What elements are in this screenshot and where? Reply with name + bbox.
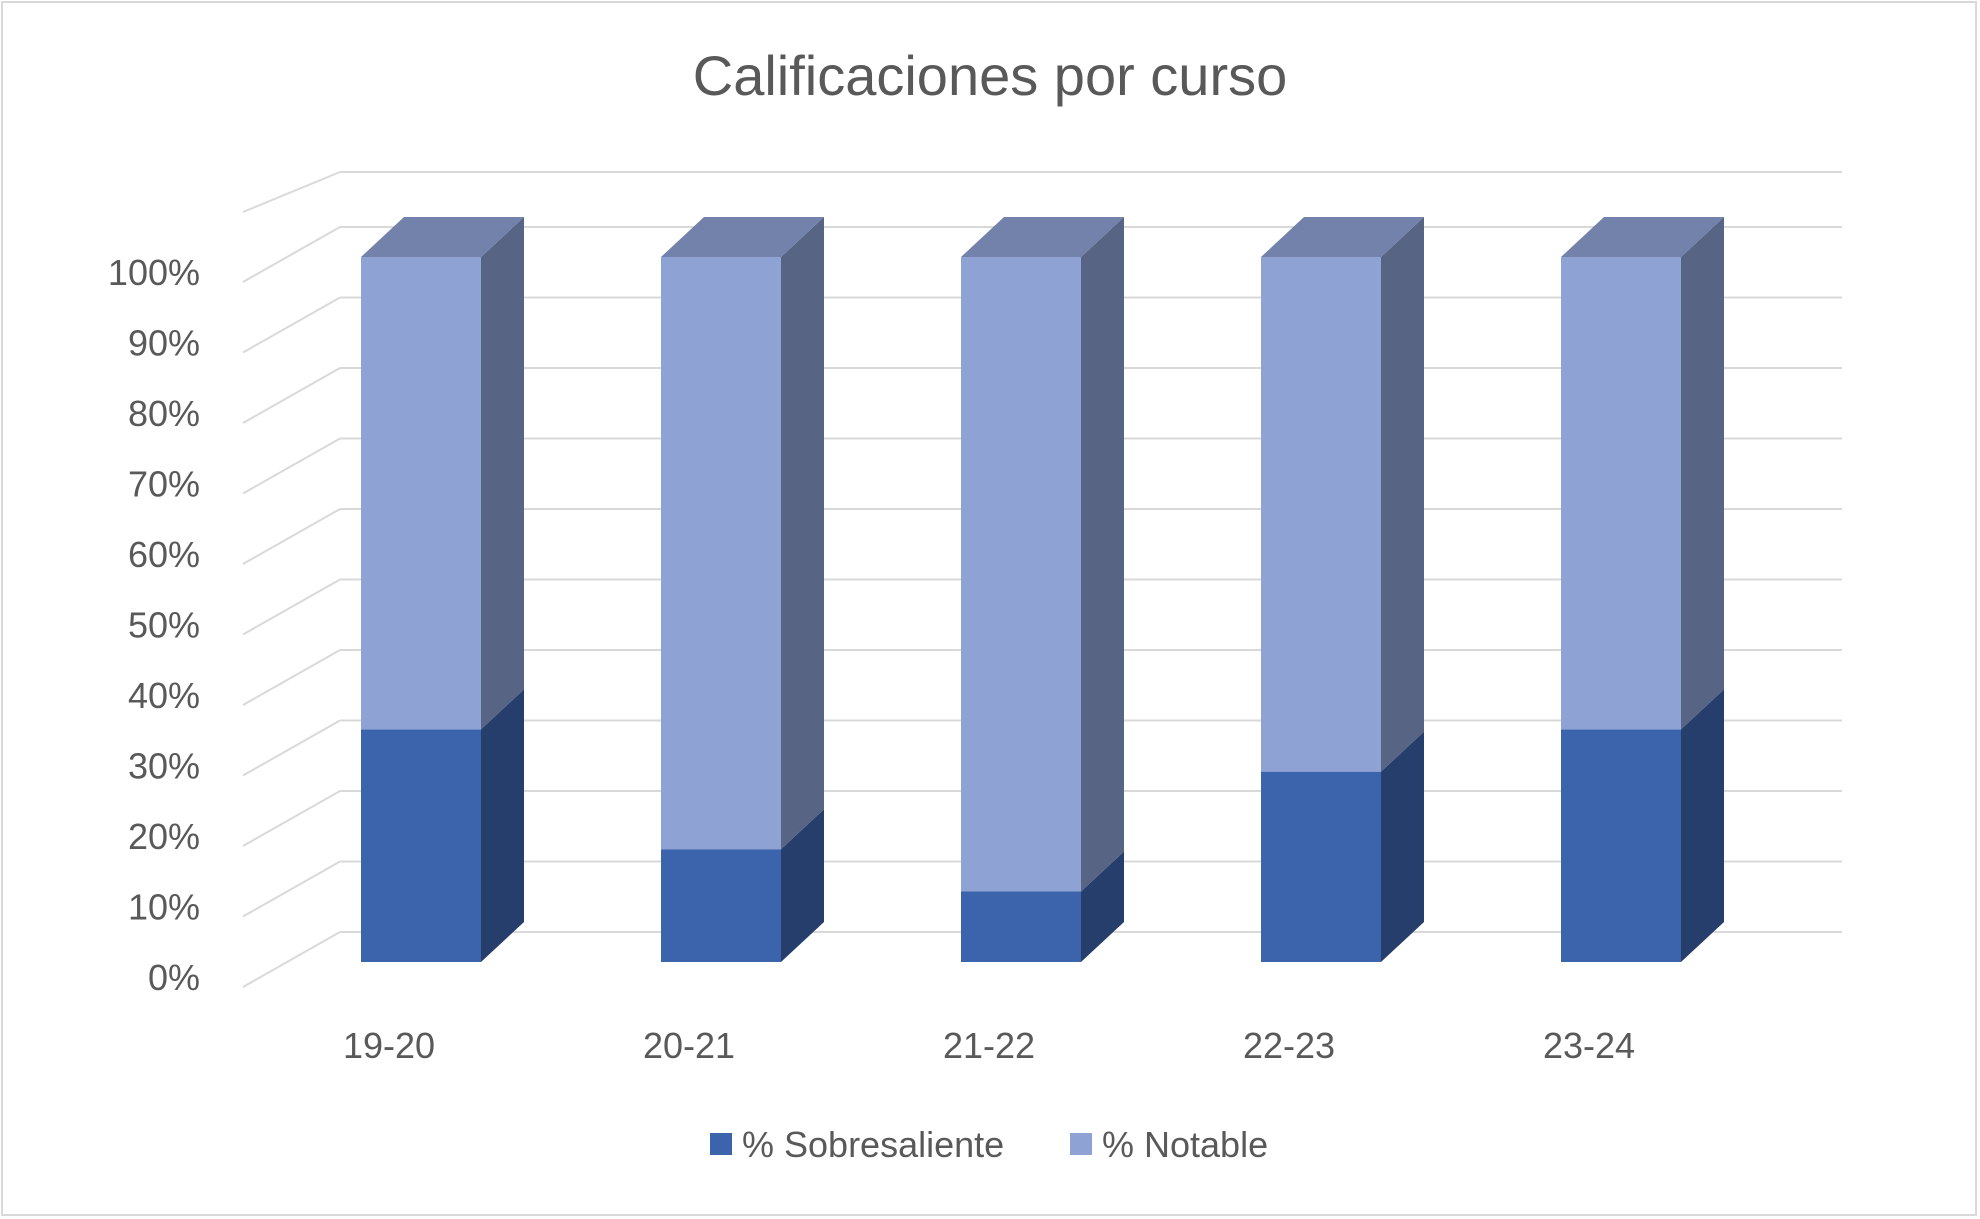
y-tick-label: 30% [128, 746, 200, 787]
bar-sobresaliente [361, 729, 481, 962]
bars [361, 217, 1724, 962]
gridline-depth [242, 649, 341, 706]
bar-side-notable [1081, 217, 1124, 892]
x-tick-label: 23-24 [1543, 1025, 1635, 1066]
legend-label-sobresaliente: % Sobresaliente [742, 1124, 1004, 1165]
gridline-depth [242, 719, 341, 777]
x-tick-label: 22-23 [1243, 1025, 1335, 1066]
bar-side-notable [781, 217, 824, 850]
legend-swatch-notable [1070, 1133, 1092, 1155]
bar-side-notable [1681, 217, 1724, 730]
bar-top [361, 217, 524, 257]
bar-side-notable [1381, 217, 1424, 772]
gridline-depth [242, 790, 341, 847]
chart-title: Calificaciones por curso [693, 44, 1287, 107]
bar-side-sobresaliente [1381, 731, 1424, 962]
gridline-depth [242, 860, 341, 918]
bar-sobresaliente [1261, 771, 1381, 962]
x-axis-tick-labels: 19-20 20-21 21-22 22-23 23-24 [343, 1025, 1635, 1066]
bar-side-sobresaliente [1081, 851, 1124, 962]
bar-top [661, 217, 824, 257]
y-axis-tick-labels: 0% 10% 20% 30% 40% 50% 60% 70% 80% 90% 100% [108, 252, 200, 998]
y-tick-label: 60% [128, 534, 200, 575]
legend-label-notable: % Notable [1102, 1124, 1268, 1165]
bar-side-sobresaliente [781, 809, 824, 962]
bar-notable [361, 257, 481, 730]
legend: % Sobresaliente % Notable [710, 1124, 1268, 1165]
bar-group-21-22 [961, 217, 1124, 962]
y-tick-label: 80% [128, 393, 200, 434]
y-tick-label: 90% [128, 323, 200, 364]
y-tick-label: 0% [148, 957, 200, 998]
gridline-depth [242, 367, 341, 424]
bar-side-notable [481, 217, 524, 730]
bar-top [1261, 217, 1424, 257]
y-tick-label: 40% [128, 675, 200, 716]
bar-sobresaliente [661, 849, 781, 962]
bar-top [1561, 217, 1724, 257]
bar-notable [661, 257, 781, 850]
x-tick-label: 20-21 [643, 1025, 735, 1066]
bar-side-sobresaliente [1681, 689, 1724, 962]
gridline-depth [242, 437, 341, 495]
bar-top [961, 217, 1124, 257]
y-tick-label: 20% [128, 816, 200, 857]
y-tick-label: 100% [108, 252, 200, 293]
y-tick-label: 10% [128, 887, 200, 928]
bar-notable [1561, 257, 1681, 730]
gridline-depth [242, 296, 341, 354]
gridline-depth [242, 226, 341, 283]
legend-swatch-sobresaliente [710, 1133, 732, 1155]
bar-group-22-23 [1261, 217, 1424, 962]
bar-sobresaliente [1561, 729, 1681, 962]
bar-notable [1261, 257, 1381, 772]
bar-sobresaliente [961, 891, 1081, 962]
gridline-depth [242, 508, 341, 565]
bar-group-19-20 [361, 217, 524, 962]
gridline-depth [242, 578, 341, 636]
bar-group-23-24 [1561, 217, 1724, 962]
y-tick-label: 50% [128, 605, 200, 646]
x-tick-label: 21-22 [943, 1025, 1035, 1066]
bar-notable [961, 257, 1081, 892]
bar-group-20-21 [661, 217, 824, 962]
bar-side-sobresaliente [481, 689, 524, 962]
y-tick-label: 70% [128, 464, 200, 505]
gridline-depth [242, 931, 341, 988]
x-tick-label: 19-20 [343, 1025, 435, 1066]
gridline-depth [242, 171, 341, 213]
